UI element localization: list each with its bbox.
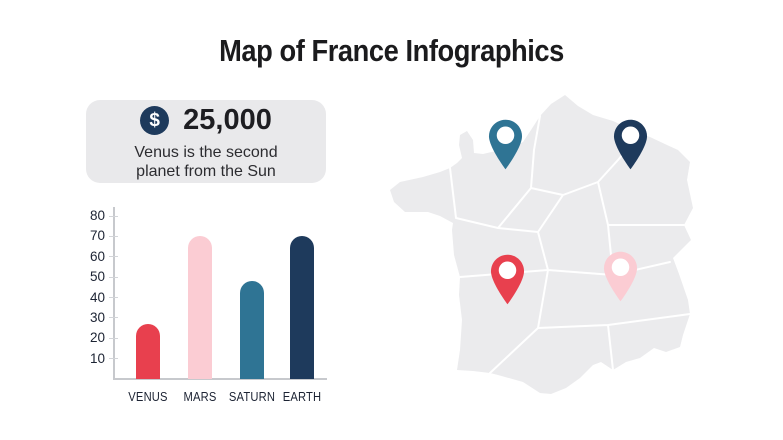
pin-northwest	[488, 118, 523, 171]
pin-northwest-body	[488, 119, 523, 170]
dollar-symbol: $	[149, 110, 160, 131]
y-tick-label: 60	[89, 248, 105, 264]
page-title: Map of France Infographics	[219, 33, 564, 68]
bar-mars	[188, 236, 212, 379]
pin-southeast-body	[603, 251, 638, 302]
x-axis-labels: VENUS MARS SATURN EARTH	[113, 389, 327, 407]
x-label-venus: VENUS	[128, 389, 168, 404]
y-tick-mark	[109, 317, 118, 319]
y-tick-mark	[109, 276, 118, 278]
x-axis-line	[113, 378, 327, 380]
pin-southeast	[603, 250, 638, 303]
y-tick-mark	[109, 297, 118, 298]
y-tick-label: 10	[89, 350, 105, 366]
pin-northeast-hole	[621, 126, 640, 145]
pin-southwest-hole	[498, 261, 517, 280]
pin-southeast-hole	[611, 258, 630, 277]
y-tick-mark	[109, 358, 118, 360]
y-axis-line	[113, 207, 115, 379]
x-label-saturn: SATURN	[228, 389, 276, 404]
france-map	[388, 90, 708, 402]
stat-amount-row: $ 25,000	[140, 104, 272, 137]
y-tick-mark	[109, 235, 118, 237]
y-tick-mark	[109, 256, 118, 258]
y-tick-label: 80	[89, 208, 105, 223]
stat-description: Venus is the second planet from the Sun	[134, 144, 278, 180]
france-map-svg	[390, 95, 693, 394]
y-tick-label: 30	[89, 309, 105, 325]
stat-card: $ 25,000 Venus is the second planet from…	[86, 100, 326, 183]
bar-venus	[136, 324, 160, 379]
pin-northeast	[613, 118, 648, 171]
bar-saturn	[240, 281, 264, 379]
y-tick-mark	[109, 215, 118, 217]
pin-northeast-body	[613, 119, 648, 170]
y-tick-mark	[109, 337, 118, 339]
y-tick-label: 50	[89, 269, 105, 285]
dollar-icon: $	[140, 106, 170, 135]
pin-southwest-body	[490, 254, 525, 305]
bar-plot	[109, 215, 327, 379]
y-axis-labels: 10 20 30 40 50 60 70 80	[0, 209, 105, 379]
bar-earth	[290, 236, 314, 379]
x-label-mars: MARS	[183, 389, 217, 404]
y-tick-label: 40	[89, 289, 105, 305]
pin-southwest	[490, 253, 525, 306]
x-label-earth: EARTH	[282, 389, 322, 404]
stat-amount: 25,000	[183, 104, 272, 136]
pin-northwest-hole	[496, 126, 515, 145]
y-tick-label: 20	[89, 330, 105, 346]
y-tick-label: 70	[89, 228, 105, 244]
